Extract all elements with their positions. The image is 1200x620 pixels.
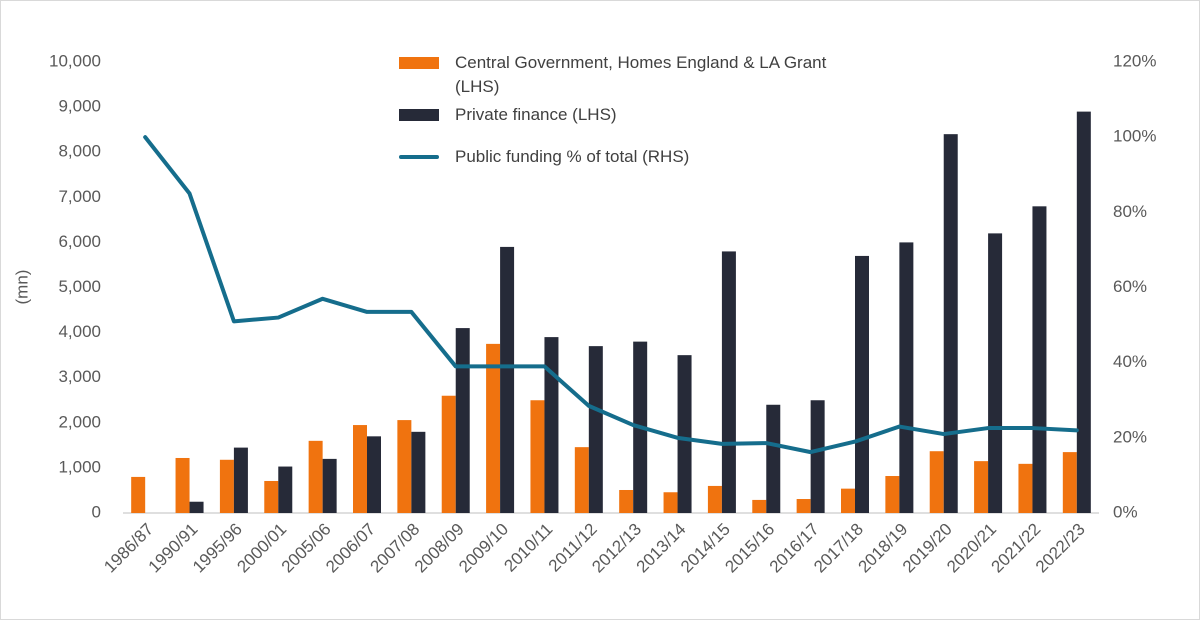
legend-label: Private finance (LHS) xyxy=(455,105,617,124)
x-tick-label: 2009/10 xyxy=(455,520,512,577)
line xyxy=(143,135,1079,455)
bar xyxy=(175,457,190,513)
bar xyxy=(721,251,736,514)
bar xyxy=(233,447,248,513)
bar xyxy=(500,246,515,513)
bar xyxy=(441,395,456,513)
bar xyxy=(530,400,545,513)
y-tick-label: 9,000 xyxy=(58,97,101,116)
bar xyxy=(189,501,204,513)
bar xyxy=(677,355,692,513)
legend-label: Central Government, Homes England & LA G… xyxy=(455,53,827,96)
x-tick-label: 2022/23 xyxy=(1032,520,1089,577)
bar xyxy=(588,346,603,513)
bar xyxy=(663,492,678,513)
y-tick-label: 0 xyxy=(92,502,101,521)
y2-tick-label: 0% xyxy=(1113,502,1138,521)
bar xyxy=(1032,206,1047,513)
y-tick-label: 5,000 xyxy=(58,277,101,296)
bar xyxy=(353,425,367,513)
bar xyxy=(619,489,634,513)
legend-item: Private finance (LHS) xyxy=(399,103,869,127)
bar xyxy=(810,400,825,513)
y2-tick-label: 20% xyxy=(1113,427,1147,446)
bar xyxy=(841,488,855,513)
bar xyxy=(219,459,234,513)
y-tick-label: 10,000 xyxy=(49,51,101,70)
bar xyxy=(855,255,869,513)
legend-label: Public funding % of total (RHS) xyxy=(455,147,690,166)
bar xyxy=(486,343,501,513)
legend-item: Public funding % of total (RHS) xyxy=(399,145,869,169)
y-tick-label: 2,000 xyxy=(58,412,101,431)
y2-tick-label: 100% xyxy=(1113,127,1156,146)
y2-tick-label: 80% xyxy=(1113,202,1147,221)
legend-item: Central Government, Homes England & LA G… xyxy=(399,51,869,99)
bar xyxy=(264,480,279,513)
bar xyxy=(885,476,900,513)
bar xyxy=(574,447,589,513)
y-axis-label: (mn) xyxy=(12,270,31,305)
bar xyxy=(796,499,811,513)
bar xyxy=(752,499,767,513)
y-tick-label: 3,000 xyxy=(58,367,101,386)
bar xyxy=(367,436,381,513)
y-tick-label: 6,000 xyxy=(58,232,101,251)
y-tick-label: 7,000 xyxy=(58,187,101,206)
legend: Central Government, Homes England & LA G… xyxy=(399,51,869,173)
bar xyxy=(1076,111,1091,514)
y-tick-label: 4,000 xyxy=(58,322,101,341)
x-tick-label: 2010/11 xyxy=(500,520,556,576)
legend-swatch xyxy=(399,57,439,69)
bar xyxy=(544,337,559,513)
y-tick-label: 8,000 xyxy=(58,142,101,161)
bar xyxy=(322,458,337,513)
y2-tick-label: 60% xyxy=(1113,277,1147,296)
bar xyxy=(1062,452,1077,513)
y2-tick-label: 120% xyxy=(1113,51,1156,70)
y2-tick-label: 40% xyxy=(1113,352,1147,371)
bar xyxy=(455,328,470,513)
bar xyxy=(929,451,944,513)
legend-swatch xyxy=(399,155,439,159)
bar xyxy=(308,440,323,513)
legend-swatch xyxy=(399,109,439,121)
bar xyxy=(943,134,958,513)
bar xyxy=(278,466,293,513)
bar xyxy=(899,242,914,513)
bar xyxy=(988,233,1003,513)
bar xyxy=(411,431,426,513)
bar xyxy=(974,461,989,513)
bar xyxy=(397,420,412,513)
bar xyxy=(707,485,722,513)
bar xyxy=(1018,463,1033,513)
bar xyxy=(131,476,146,513)
y-tick-label: 1,000 xyxy=(58,457,101,476)
bar xyxy=(766,404,781,513)
